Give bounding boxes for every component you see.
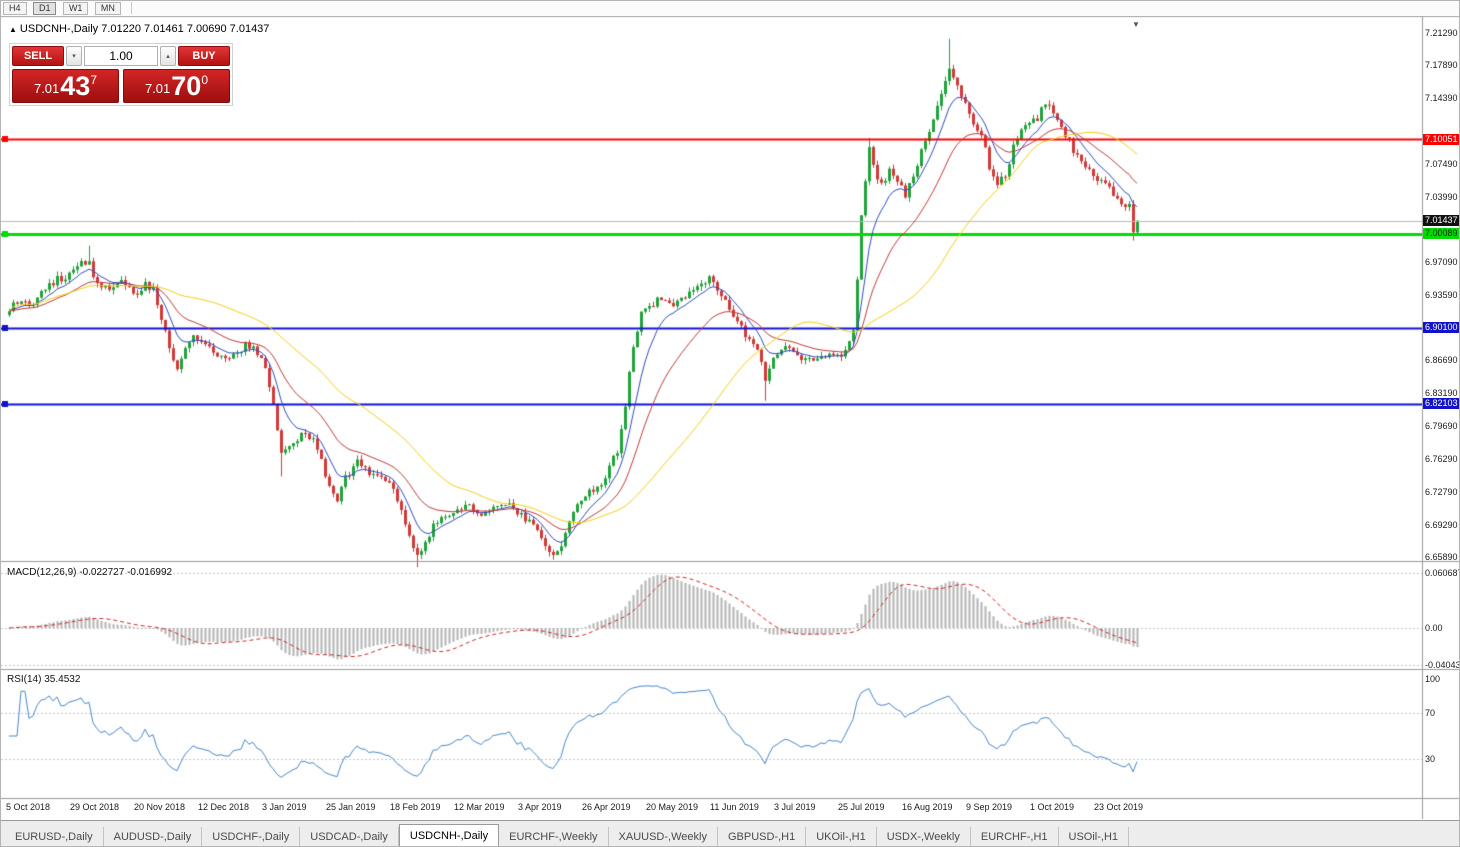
date-axis-label: 12 Mar 2019	[454, 802, 505, 812]
price-axis-tick: 6.69290	[1425, 519, 1458, 530]
price-axis-tick: 6.83190	[1425, 388, 1458, 399]
date-axis-label: 12 Dec 2018	[198, 802, 250, 812]
rsi-axis-tick: 100	[1425, 674, 1441, 684]
sell-button[interactable]: SELL	[12, 46, 64, 66]
ask-price-prefix: 7.01	[144, 81, 171, 96]
date-axis-label: 20 May 2019	[646, 802, 699, 812]
chart-tab[interactable]: USDCNH-,Daily	[398, 824, 500, 846]
timeframe-button-w1[interactable]: W1	[62, 2, 89, 15]
date-axis-label: 23 Oct 2019	[1094, 802, 1144, 812]
macd-axis-tick: 0.00	[1425, 623, 1443, 633]
price-axis-tick: 6.72790	[1425, 486, 1458, 497]
bid-price-point: 7	[90, 73, 98, 87]
bid-price-pips: 43	[60, 71, 91, 101]
rsi-axis-tick: 30	[1425, 753, 1436, 764]
chart-title-text: USDCNH-,Daily 7.01220 7.01461 7.00690 7.…	[19, 23, 270, 35]
price-axis-tick: 6.76290	[1425, 453, 1458, 464]
date-axis-label: 11 Jun 2019	[710, 802, 759, 812]
chart-tab-bar: EURUSD-,Daily AUDUSD-,Daily USDCHF-,Daily U…	[1, 820, 1459, 846]
timeframe-button-h4[interactable]: H4	[3, 2, 27, 15]
price-axis-tick: 7.17890	[1425, 60, 1458, 71]
ask-price-box[interactable]: 7.01 70 0	[123, 69, 230, 103]
chart-tab[interactable]: USOil-,H1	[1059, 827, 1130, 846]
chart-tab[interactable]: USDCAD-,Daily	[300, 827, 399, 846]
chart-shift-marker-icon[interactable]: ▼	[1132, 20, 1140, 29]
date-axis-label: 26 Apr 2019	[582, 802, 631, 812]
ask-price-pips: 70	[171, 71, 202, 101]
date-axis-label: 18 Feb 2019	[390, 802, 441, 812]
caret-up-icon: ▴	[166, 53, 170, 60]
rsi-indicator-label: RSI(14) 35.4532	[7, 674, 81, 685]
chart-tab[interactable]: GBPUSD-,H1	[718, 827, 807, 846]
symbol-marker-icon: ▲	[9, 25, 17, 34]
timeframe-button-d1[interactable]: D1	[32, 2, 57, 15]
chart-tab[interactable]: XAUUSD-,Weekly	[609, 827, 718, 846]
chart-tab[interactable]: EURCHF-,H1	[971, 827, 1059, 846]
caret-down-icon: ▾	[72, 53, 76, 60]
price-marker: 7.01437	[1423, 215, 1459, 227]
volume-decrement-button[interactable]: ▾	[66, 46, 82, 66]
bid-price-box[interactable]: 7.01 43 7	[12, 69, 119, 103]
date-axis-label: 3 Jul 2019	[774, 802, 816, 812]
rsi-axis-tick: 70	[1425, 708, 1436, 719]
macd-indicator-label: MACD(12,26,9) -0.022727 -0.016992	[7, 567, 173, 578]
price-axis-tick: 6.86690	[1425, 355, 1458, 366]
price-axis-tick: 7.03990	[1425, 191, 1458, 202]
date-axis: 5 Oct 2018 29 Oct 2018 20 Nov 2018 12 Dec 2…	[1, 802, 1422, 819]
toolbar-divider	[131, 2, 133, 14]
date-axis-label: 29 Oct 2018	[70, 802, 120, 812]
chart-tab[interactable]: UKOil-,H1	[806, 827, 877, 846]
date-axis-label: 20 Nov 2018	[134, 802, 186, 812]
chart-tab[interactable]: USDCHF-,Daily	[202, 827, 301, 846]
price-axis-tick: 7.14390	[1425, 93, 1458, 104]
timeframe-button-mn[interactable]: MN	[94, 2, 121, 15]
price-marker: 7.10051	[1423, 133, 1459, 145]
one-click-trading-panel: SELL ▾ 1.00 ▴ BUY 7.01 43 7 7.01 70 0	[9, 43, 233, 106]
volume-input[interactable]: 1.00	[84, 46, 158, 66]
date-axis-label: 25 Jan 2019	[326, 802, 376, 812]
price-axis-tick: 6.93590	[1425, 289, 1458, 300]
price-axis: 7.21290 7.17890 7.14390 7.07490 7.03990 6.970…	[1423, 1, 1460, 819]
price-marker: 6.90100	[1423, 322, 1459, 334]
price-marker: 7.00089	[1423, 228, 1459, 240]
price-axis-tick: 7.07490	[1425, 158, 1458, 169]
chart-tab[interactable]: USDX-,Weekly	[877, 827, 971, 846]
macd-axis-tick: 0.060687	[1425, 568, 1460, 579]
date-axis-label: 9 Sep 2019	[966, 802, 1013, 812]
price-axis-tick: 6.97090	[1425, 256, 1458, 267]
price-axis-tick: 6.65890	[1425, 551, 1458, 562]
price-axis-tick: 7.21290	[1425, 28, 1458, 39]
chart-tab[interactable]: AUDUSD-,Daily	[104, 827, 203, 846]
date-axis-label: 3 Jan 2019	[262, 802, 307, 812]
date-axis-label: 5 Oct 2018	[6, 802, 51, 812]
date-axis-label: 16 Aug 2019	[902, 802, 953, 812]
date-axis-label: 3 Apr 2019	[518, 802, 562, 812]
buy-button[interactable]: BUY	[178, 46, 230, 66]
timeframe-toolbar: H4 D1 W1 MN	[1, 1, 1459, 16]
ask-price-point: 0	[201, 73, 209, 87]
chart-tab[interactable]: EURCHF-,Weekly	[499, 827, 609, 846]
macd-axis-tick: -0.040431	[1425, 659, 1459, 670]
bid-price-prefix: 7.01	[33, 81, 60, 96]
chart-tab[interactable]: EURUSD-,Daily	[5, 827, 104, 846]
volume-increment-button[interactable]: ▴	[160, 46, 176, 66]
price-marker: 6.82103	[1423, 398, 1459, 410]
chart-title: ▲ USDCNH-,Daily 7.01220 7.01461 7.00690 7…	[9, 23, 269, 35]
price-axis-tick: 6.79690	[1425, 421, 1458, 432]
date-axis-label: 1 Oct 2019	[1030, 802, 1075, 812]
date-axis-label: 25 Jul 2019	[838, 802, 885, 812]
